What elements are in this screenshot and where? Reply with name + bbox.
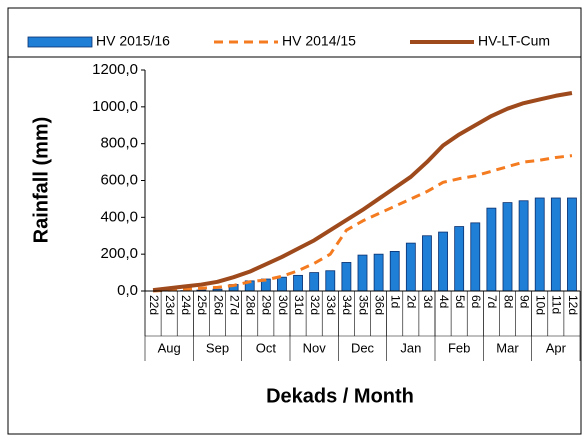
bar	[422, 236, 431, 291]
x-tick-label: 29d	[260, 295, 274, 315]
x-tick-label: 12d	[566, 295, 580, 315]
x-tick-label: 25d	[195, 295, 209, 315]
x-tick-label: 26d	[211, 295, 225, 315]
x-tick-label: 11d	[550, 295, 564, 314]
legend-label: HV 2015/16	[96, 33, 170, 49]
y-tick-label: 1200,0	[92, 61, 138, 78]
x-tick-label: 36d	[372, 295, 386, 315]
x-tick-label: 33d	[324, 295, 338, 315]
x-tick-label: 24d	[179, 295, 193, 315]
x-tick-label: 27d	[227, 295, 241, 315]
bar	[277, 277, 286, 291]
x-tick-label: 32d	[308, 295, 322, 315]
bar	[439, 232, 448, 291]
x-tick-label: 34d	[340, 295, 354, 315]
month-label: Sep	[206, 340, 229, 355]
legend-label: HV 2014/15	[282, 33, 356, 49]
legend-swatch	[28, 37, 92, 47]
y-tick-label: 1000,0	[92, 98, 138, 115]
x-tick-label: 3d	[421, 295, 435, 308]
y-tick-label: 200,0	[100, 245, 138, 262]
bar	[294, 275, 303, 291]
bar	[358, 255, 367, 291]
x-tick-label: 10d	[534, 295, 548, 315]
x-tick-label: 35d	[356, 295, 370, 315]
x-tick-label: 8d	[501, 295, 515, 308]
y-axis-label: Rainfall (mm)	[30, 117, 52, 244]
x-tick-label: 30d	[276, 295, 290, 315]
x-tick-label: 7d	[485, 295, 499, 308]
x-tick-label: 31d	[292, 295, 306, 315]
legend-label: HV-LT-Cum	[478, 33, 550, 49]
x-tick-label: 1d	[389, 295, 403, 308]
x-tick-label: 5d	[453, 295, 467, 308]
x-tick-label: 4d	[437, 295, 451, 308]
bar	[567, 198, 576, 291]
x-axis-label: Dekads / Month	[266, 385, 414, 407]
month-label: Mar	[496, 340, 519, 355]
bar	[455, 227, 464, 291]
month-label: Nov	[303, 340, 327, 355]
month-label: Feb	[448, 340, 470, 355]
y-tick-label: 600,0	[100, 171, 138, 188]
x-tick-label: 2d	[405, 295, 419, 308]
x-tick-label: 22d	[147, 295, 161, 315]
bar	[535, 198, 544, 291]
x-tick-label: 23d	[163, 295, 177, 315]
bar	[390, 251, 399, 291]
month-label: Jan	[400, 340, 421, 355]
bar	[342, 262, 351, 291]
month-label: Aug	[158, 340, 181, 355]
y-tick-label: 0,0	[117, 282, 138, 299]
y-tick-label: 800,0	[100, 135, 138, 152]
month-label: Dec	[351, 340, 375, 355]
bar	[374, 254, 383, 291]
bar	[406, 243, 415, 291]
x-tick-label: 9d	[517, 295, 531, 308]
bar	[551, 198, 560, 291]
bar	[487, 208, 496, 291]
month-label: Oct	[256, 340, 277, 355]
bar	[503, 203, 512, 291]
bar	[326, 271, 335, 291]
bar	[471, 223, 480, 291]
x-tick-label: 6d	[469, 295, 483, 308]
bar	[519, 201, 528, 291]
x-tick-label: 28d	[244, 295, 258, 315]
month-label: Apr	[546, 340, 567, 355]
y-tick-label: 400,0	[100, 208, 138, 225]
bar	[310, 273, 319, 291]
